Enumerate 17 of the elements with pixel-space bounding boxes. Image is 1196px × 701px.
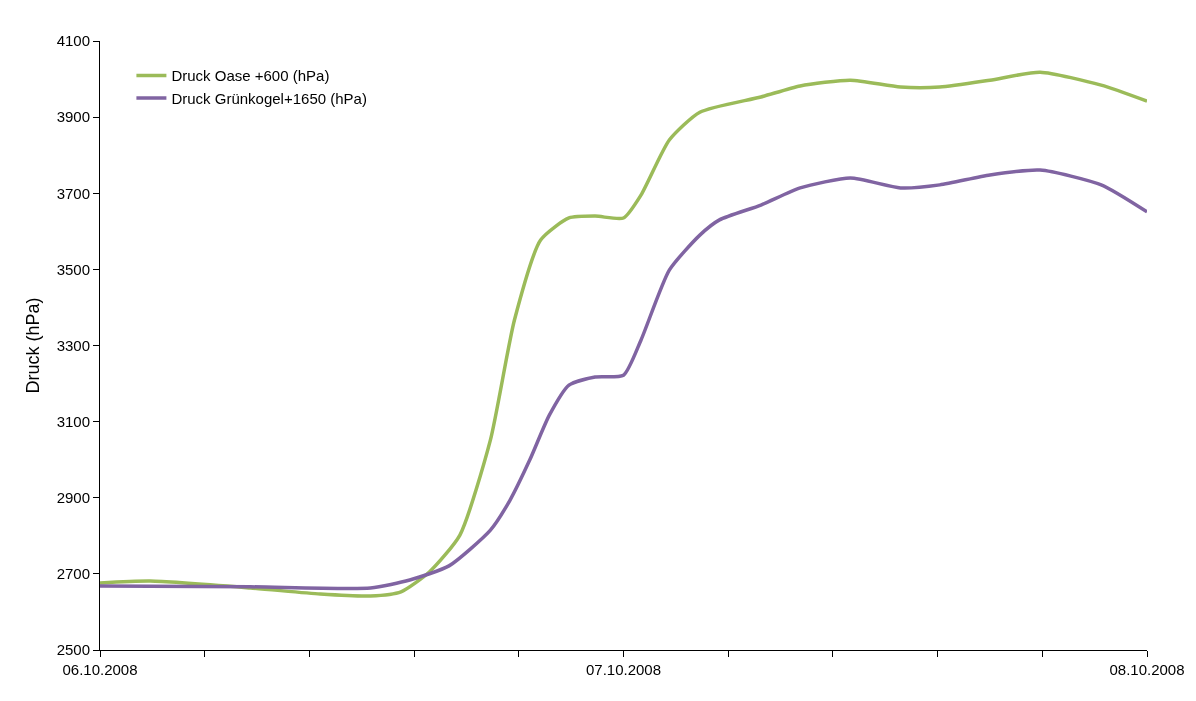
y-tick-label: 3500 — [56, 260, 90, 278]
y-tick-label: 3100 — [56, 412, 90, 430]
x-tick-label: 07.10.2008 — [585, 661, 662, 678]
y-tick-label: 3700 — [56, 184, 90, 202]
x-tick-label: 06.10.2008 — [62, 661, 138, 678]
legend-label: Druck Oase +600 (hPa) — [171, 67, 330, 85]
line-series — [100, 168, 1147, 591]
y-axis-title: Druck (hPa) — [22, 297, 43, 394]
y-tick-label: 2900 — [56, 489, 90, 506]
y-tick-label: 2700 — [56, 565, 90, 583]
legend-label: Druck Grünkogel+1650 (hPa) — [171, 89, 367, 107]
line-series — [100, 70, 1147, 598]
x-tick-label: 08.10.2008 — [1109, 661, 1185, 678]
y-tick-label: 2500 — [56, 641, 90, 659]
y-tick-label: 3300 — [56, 336, 90, 354]
y-tick-label: 4100 — [56, 32, 90, 50]
y-tick-label: 3900 — [56, 108, 90, 126]
